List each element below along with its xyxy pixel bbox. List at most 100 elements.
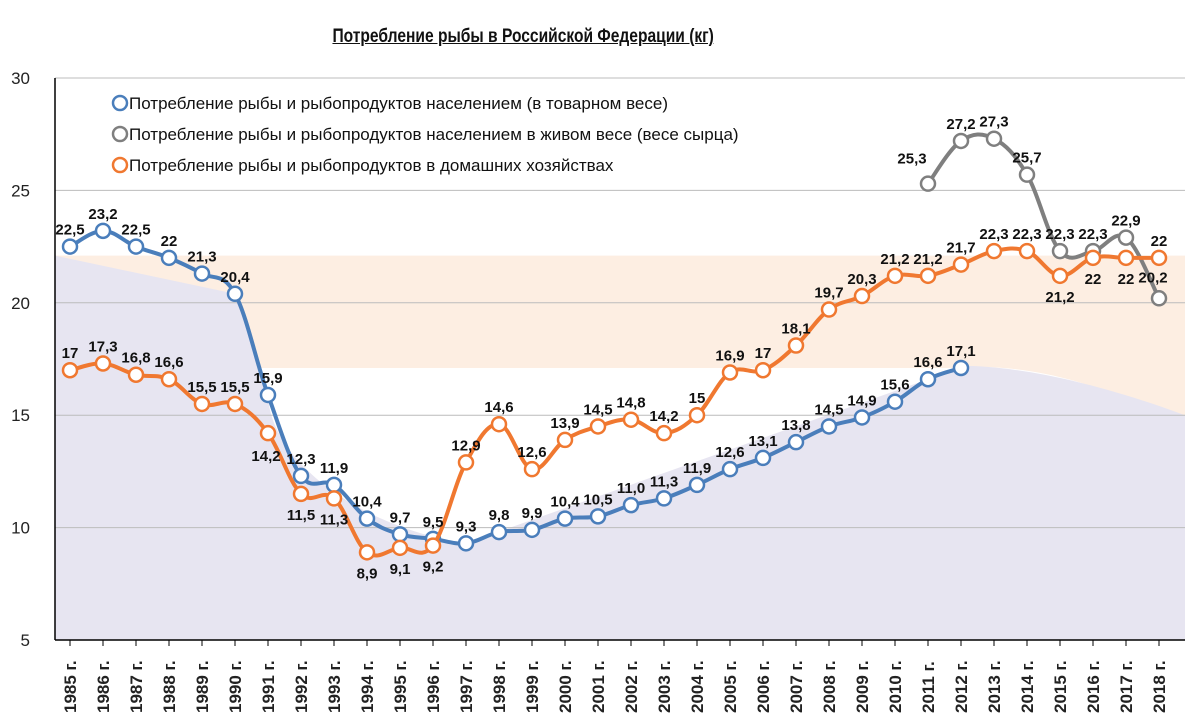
series-commodity-weight-label: 9,5 <box>423 514 444 531</box>
series-households-point <box>655 424 673 442</box>
series-households-label: 21,7 <box>946 240 975 257</box>
series-households-label: 16,9 <box>715 347 744 364</box>
x-tick-label: 2002 г. <box>622 660 641 713</box>
series-households-point <box>820 301 838 318</box>
series-households-point <box>358 544 376 561</box>
chart-title: Потребление рыбы в Российской Федерации … <box>332 26 714 47</box>
series-households-label: 8,9 <box>357 565 378 582</box>
y-tick-label: 25 <box>11 181 30 200</box>
series-live-weight-label: 27,3 <box>979 114 1008 131</box>
series-households-label: 14,2 <box>649 408 678 425</box>
x-tick-label: 2006 г. <box>754 660 773 713</box>
series-households-label: 22 <box>1118 271 1135 288</box>
series-live-weight-point <box>1018 166 1036 183</box>
x-tick-label: 2000 г. <box>556 660 575 713</box>
series-households-point <box>1084 249 1102 267</box>
x-tick-label: 2001 г. <box>589 660 608 713</box>
series-commodity-weight-label: 9,3 <box>456 518 477 535</box>
series-households-point <box>622 411 640 428</box>
series-households-label: 17,3 <box>88 338 117 355</box>
x-tick-label: 1996 г. <box>424 660 443 713</box>
series-live-weight-label: 20,2 <box>1138 269 1167 286</box>
series-households-point <box>292 485 310 503</box>
x-tick-label: 2007 г. <box>787 660 806 713</box>
series-households-label: 21,2 <box>1045 289 1074 306</box>
series-households-point <box>1117 249 1135 267</box>
series-households-point <box>457 454 475 471</box>
series-commodity-weight-label: 14,9 <box>847 392 876 409</box>
series-commodity-weight-label: 15,6 <box>880 377 909 394</box>
series-households-point <box>1051 267 1069 285</box>
series-households-label: 11,5 <box>287 507 315 524</box>
series-households-point <box>259 424 277 442</box>
series-households-point <box>490 415 508 433</box>
series-households-point <box>127 366 145 383</box>
series-households-label: 14,5 <box>583 401 612 418</box>
series-households-label: 22,3 <box>979 226 1008 243</box>
series-commodity-weight-label: 16,6 <box>913 354 942 371</box>
series-households-point <box>985 242 1003 260</box>
x-tick-label: 1989 г. <box>193 660 212 713</box>
series-live-weight-label: 22,3 <box>1078 226 1107 243</box>
y-tick-label: 20 <box>11 294 30 313</box>
background-band-lavender <box>55 255 1185 641</box>
series-households-point <box>61 361 79 379</box>
series-commodity-weight-point <box>589 508 607 525</box>
series-commodity-weight-label: 11,9 <box>320 460 348 477</box>
series-live-weight-point <box>919 175 937 192</box>
series-live-weight-label: 22,3 <box>1045 226 1074 243</box>
background-areas <box>55 255 1185 641</box>
series-commodity-weight-label: 23,2 <box>88 206 117 223</box>
series-live-weight-label: 25,3 <box>897 151 926 168</box>
series-commodity-weight-point <box>160 249 178 267</box>
x-tick-label: 1998 г. <box>490 660 509 713</box>
series-commodity-weight-label: 12,6 <box>715 444 744 461</box>
x-tick-label: 2016 г. <box>1084 660 1103 713</box>
x-tick-label: 1986 г. <box>94 660 113 713</box>
series-commodity-weight-point <box>127 238 145 255</box>
x-tick-label: 2014 г. <box>1018 660 1037 713</box>
series-commodity-weight-point <box>358 510 376 527</box>
series-households-point <box>424 537 442 554</box>
series-commodity-weight-label: 11,3 <box>650 473 678 490</box>
x-tick-label: 2008 г. <box>820 660 839 713</box>
series-lines <box>61 130 1168 561</box>
series-commodity-weight-label: 21,3 <box>187 249 216 266</box>
background-band-orange <box>55 255 1185 434</box>
legend-marker <box>111 156 129 174</box>
legend-marker <box>111 125 129 143</box>
series-households-label: 22,3 <box>1012 226 1041 243</box>
series-households-label: 14,8 <box>616 395 645 412</box>
x-tick-label: 1987 г. <box>127 660 146 713</box>
x-tick-label: 1990 г. <box>226 660 245 713</box>
series-commodity-weight-label: 22 <box>161 233 178 250</box>
series-commodity-weight-point <box>820 418 838 435</box>
series-commodity-weight-point <box>853 409 871 426</box>
x-tick-label: 1985 г. <box>61 660 80 713</box>
x-tick-label: 1999 г. <box>523 660 542 713</box>
series-households-label: 18,1 <box>781 321 810 338</box>
data-labels: 22,523,222,52221,320,415,912,311,910,49,… <box>55 114 1167 583</box>
series-households-point <box>523 460 541 478</box>
x-tick-label: 2003 г. <box>655 660 674 713</box>
x-tick-label: 1988 г. <box>160 660 179 713</box>
series-commodity-weight-point <box>886 393 904 410</box>
series-commodity-weight-point <box>94 222 112 240</box>
series-households-point <box>94 355 112 372</box>
axes: 5 10 15 20 25 30 1985 г. 1986 г. 1987 г. 1988 г. 1… <box>11 69 1185 713</box>
x-tick-label: 2012 г. <box>952 660 971 713</box>
series-households-label: 21,2 <box>880 251 909 268</box>
series-households-label: 21,2 <box>913 251 942 268</box>
series-households-label: 17 <box>755 345 772 362</box>
series-households-label: 11,3 <box>320 511 348 528</box>
legend-label: Потребление рыбы и рыбопродуктов населен… <box>129 94 668 113</box>
series-commodity-weight-point <box>292 467 310 485</box>
series-commodity-weight-label: 9,8 <box>489 507 510 524</box>
series-households-label: 9,1 <box>390 561 411 578</box>
series-households-point <box>886 267 904 285</box>
series-commodity-weight-label: 17,1 <box>946 343 975 360</box>
y-tick-label: 15 <box>11 406 30 425</box>
series-commodity-weight-label: 13,1 <box>748 433 777 450</box>
series-households-label: 13,9 <box>550 415 579 432</box>
x-tick-label: 1994 г. <box>358 660 377 713</box>
